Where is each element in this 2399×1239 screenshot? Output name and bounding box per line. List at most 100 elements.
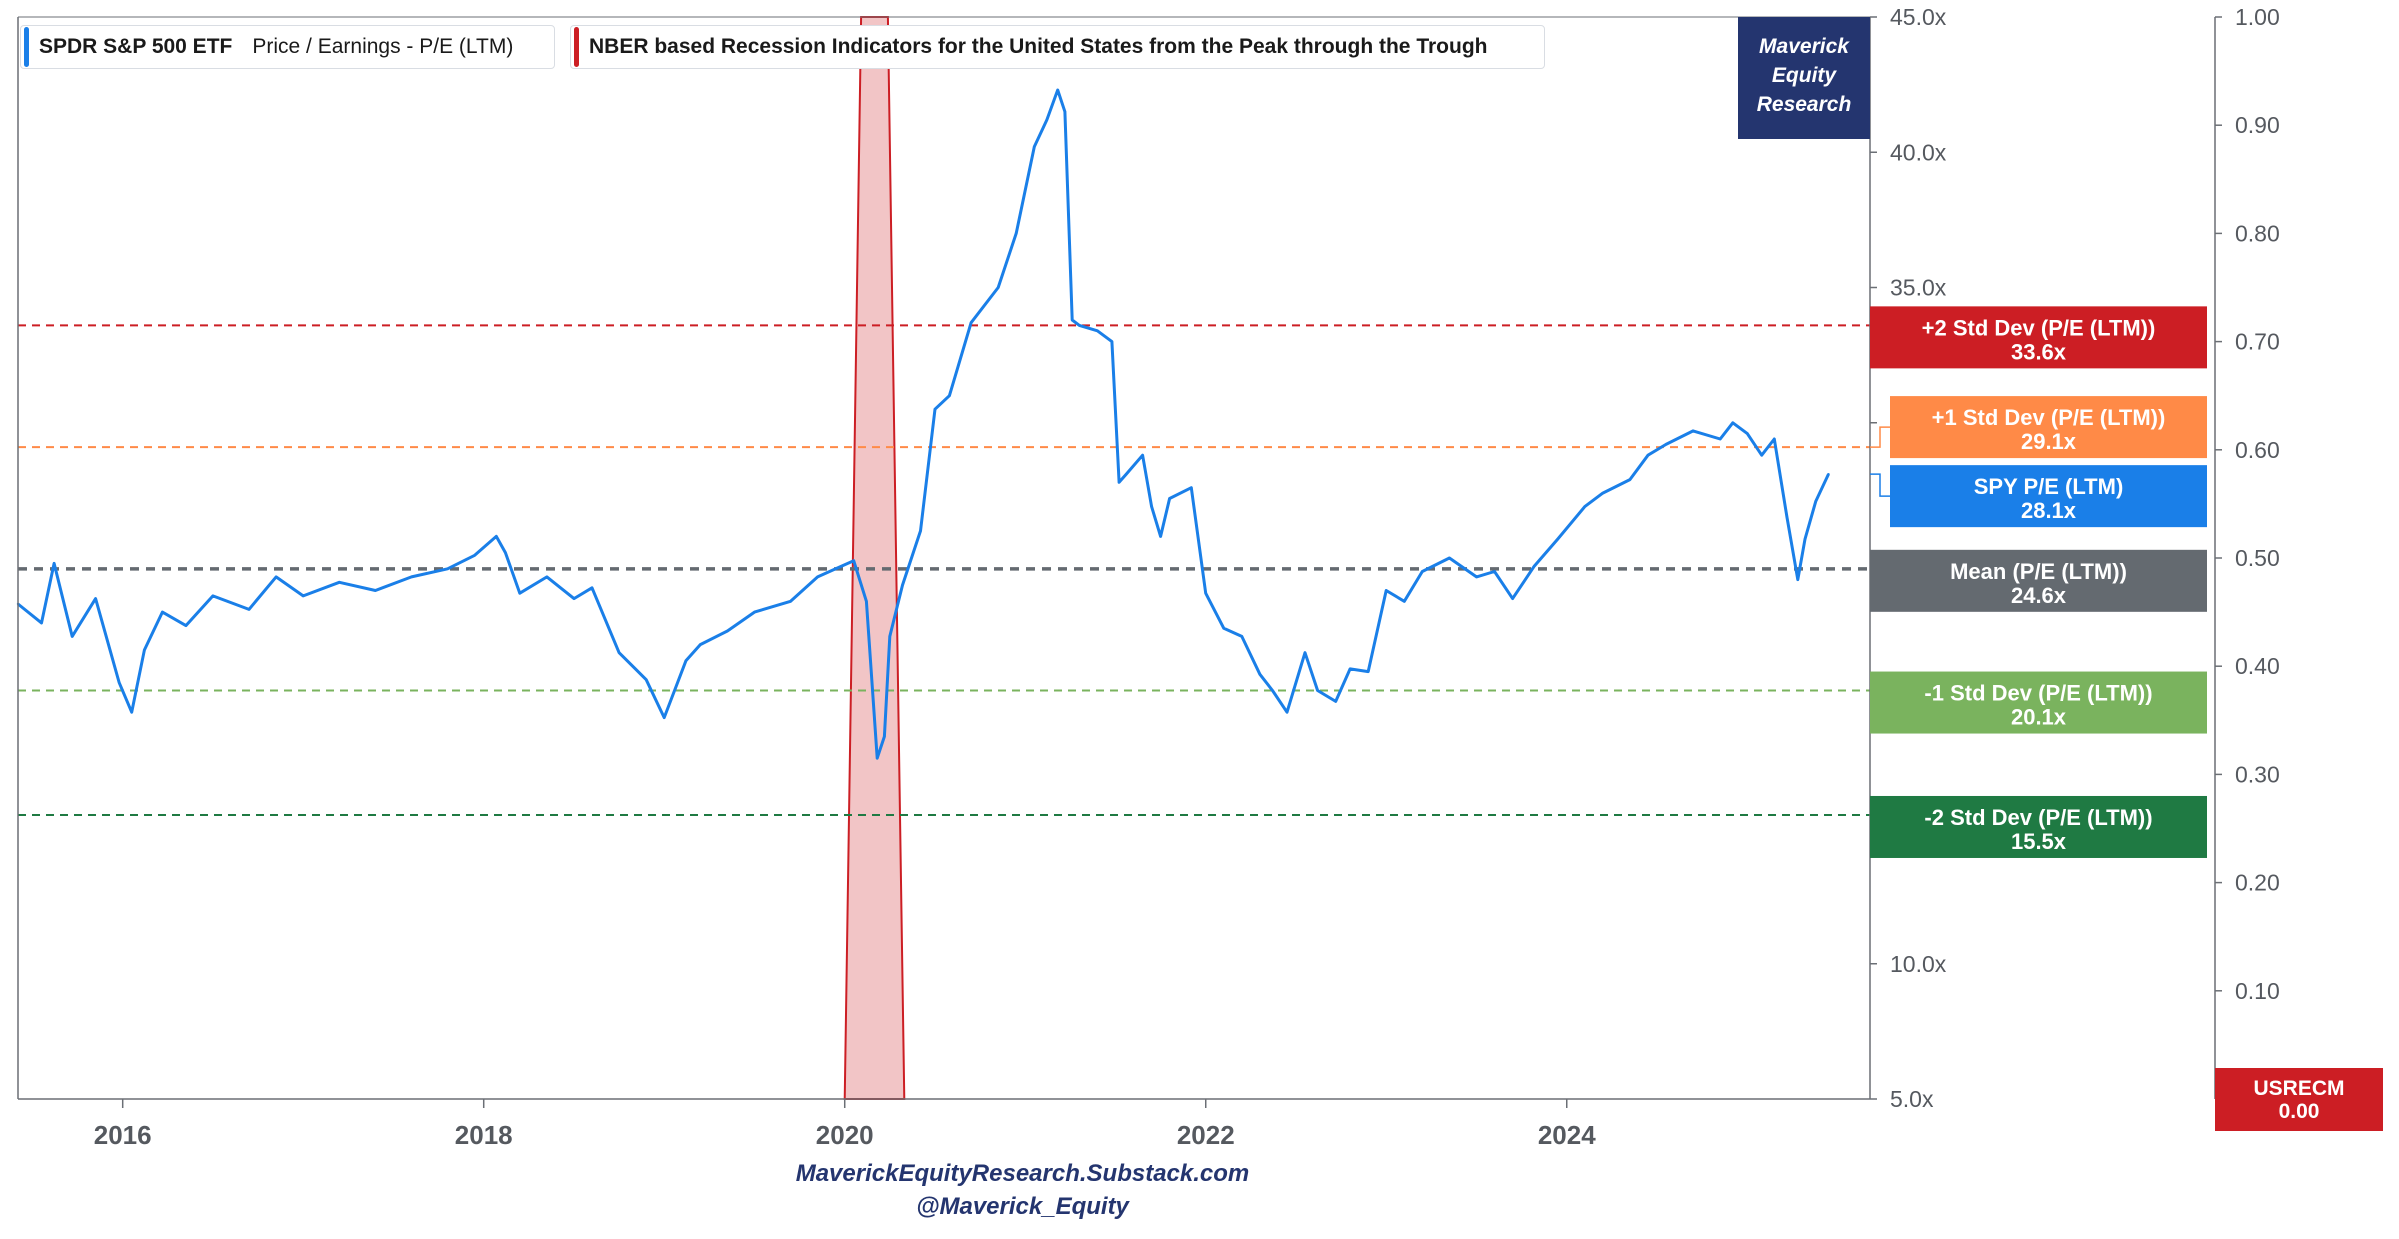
recession-color-swatch [574,27,579,67]
pe-data-point [1556,537,1559,541]
pe-data-point [247,608,251,611]
pe-data-point [1204,591,1207,595]
brand-line-2: Equity [1771,64,1837,87]
pe-data-point [1796,578,1799,581]
recession-shading [843,16,906,1100]
pe-data-point [1334,700,1337,703]
pe-data-point [1168,497,1171,500]
current-pe-label: SPY P/E (LTM)28.1x [1890,465,2207,528]
reference-label-4-box [1870,671,2207,734]
reference-lines [18,324,1870,816]
pe-data-point [94,597,97,600]
pe-data-point [1117,481,1121,484]
pe-data-point [1773,437,1776,441]
reference-label-2: +1 Std Dev (P/E (LTM))29.1x [1890,396,2207,459]
pe-data-point [184,624,188,627]
footer-handle[interactable]: @Maverick_Equity [916,1193,1129,1220]
reference-label-5-title: -2 Std Dev (P/E (LTM)) [1924,805,2152,830]
usrecm-label: USRECM [2253,1077,2345,1100]
reference-label-5: -2 Std Dev (P/E (LTM))15.5x [1870,795,2207,858]
pe-data-point [1070,318,1074,322]
reference-label-1-title: +2 Std Dev (P/E (LTM)) [1922,315,2156,340]
pe-data-point [1141,454,1144,457]
pe-data-point [1533,564,1536,568]
pe-series [16,88,1830,760]
pe-data-point [1803,537,1807,541]
pe-data-point [1511,597,1514,600]
reference-label-2-value: 29.1x [2021,429,2077,454]
pe-data-point [1583,505,1586,508]
pe-data-point [888,635,892,638]
pe-data-point [518,591,522,595]
pe-data-point [1385,589,1388,592]
pe-data-point [617,651,621,654]
y-right-tick-label: 0.30 [2235,761,2280,787]
pe-data-point [40,621,43,625]
pe-data-point [446,567,449,571]
pe-data-point [473,554,476,557]
legend-series-name: SPDR S&P 500 ETF [39,35,233,58]
recession-band [843,16,906,1100]
reference-label-4: -1 Std Dev (P/E (LTM))20.1x [1870,671,2207,734]
pe-data-point [1285,710,1289,714]
y-right-tick-label: 0.20 [2235,870,2280,896]
pe-data-point [117,681,121,684]
pe-data-point [1718,437,1722,441]
legend-series[interactable]: SPDR S&P 500 ETF Price / Earnings - P/E … [20,25,555,69]
reference-label-3: Mean (P/E (LTM))24.6x [1870,549,2207,612]
y-right-tick-label: 0.10 [2235,978,2280,1004]
usrecm-badge: USRECM 0.00 [2215,1068,2383,1131]
legend-recession-label: NBER based Recession Indicators for the … [589,35,1488,58]
current-pe-label-box [1890,465,2207,528]
x-axis: 2016 2018 2020 2022 2024 [94,1099,1596,1150]
pe-data-point [130,710,133,714]
x-tick-label: 2022 [1177,1120,1235,1150]
pe-data-point [901,583,904,587]
series-color-swatch [24,27,29,67]
pe-data-point [1316,689,1319,692]
pe-data-point [590,586,594,589]
pe-data-point [1125,472,1128,476]
reference-label-5-value: 15.5x [2011,829,2067,854]
pe-data-point [1628,478,1632,481]
reference-labels: +2 Std Dev (P/E (LTM))33.6x +1 Std Dev (P… [1870,306,2207,858]
reference-label-5-box [1870,795,2207,858]
pe-data-point [919,529,922,533]
current-connector [1870,473,1890,497]
reference-label-3-value: 24.6x [2011,583,2067,608]
y-left-tick-label: 40.0x [1890,139,1947,165]
pe-data-point [1190,486,1193,489]
legend-recession[interactable]: NBER based Recession Indicators for the … [570,25,1545,69]
reference-label-3-box [1870,549,2207,612]
x-tick-label: 2024 [1538,1120,1596,1150]
y-left-tick-label: 35.0x [1890,275,1947,301]
reference-label-1-value: 33.6x [2011,339,2067,364]
pe-data-point [1063,110,1067,113]
pe-data-point [1827,472,1830,476]
y-right-tick-label: 0.70 [2235,329,2280,355]
pe-data-point [495,535,498,538]
pe-data-point [876,756,879,760]
pe-data-point [374,589,377,592]
y-left-tick-label: 5.0x [1890,1086,1934,1112]
y-right-tick-label: 0.90 [2235,112,2280,138]
pe-data-point [852,559,855,562]
footer-url[interactable]: MaverickEquityResearch.Substack.com [795,1160,1250,1187]
pe-data-point [1664,443,1668,446]
pe-data-point [1814,499,1818,503]
pe-series-line [17,88,1830,760]
y-right-tick-label: 0.50 [2235,545,2280,571]
pe-data-point [545,575,549,579]
pe-data-point [1475,575,1478,579]
pe-data-point [1045,118,1049,121]
pe-data-point [338,581,341,584]
pe-data-point [816,575,819,579]
reference-label-3-title: Mean (P/E (LTM)) [1950,559,2127,584]
pe-data-point [1731,421,1735,424]
pe-data-point [1033,145,1036,149]
pe-data-point [1646,454,1650,457]
pe-data-point [699,643,702,646]
pe-data-point [52,562,56,565]
brand-logo: Maverick Equity Research [1738,17,1870,139]
pe-data-point [1601,491,1605,495]
